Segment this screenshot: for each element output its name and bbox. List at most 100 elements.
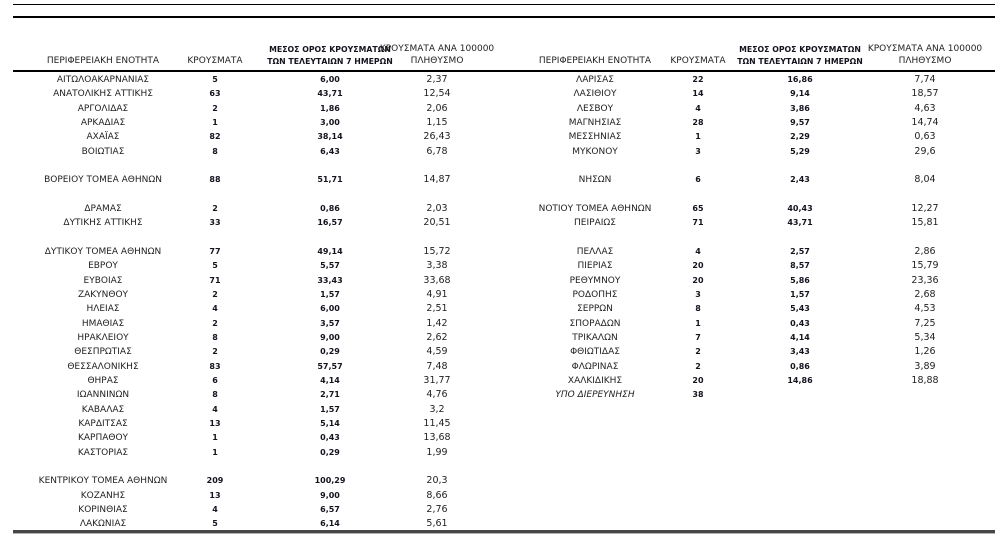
cell-avg7: 5,43 — [790, 304, 810, 314]
cell-region: ΚΕΝΤΡΙΚΟΥ ΤΟΜΕΑ ΑΘΗΝΩΝ — [38, 476, 168, 487]
cell-per100k: 15,72 — [423, 245, 451, 257]
cell-region: ΜΕΣΣΗΝΙΑΣ — [568, 132, 622, 143]
cell-per100k: 7,74 — [914, 74, 936, 85]
cell-avg7: 38,14 — [317, 132, 343, 142]
table-row — [0, 159, 1005, 173]
cell-avg7: 5,57 — [320, 261, 340, 271]
cell-region: ΣΕΡΡΩΝ — [577, 304, 613, 315]
cell-region: ΕΥΒΟΙΑΣ — [83, 275, 123, 286]
cell-avg7: 2,71 — [320, 390, 340, 400]
table-row: ΚΕΝΤΡΙΚΟΥ ΤΟΜΕΑ ΑΘΗΝΩΝ 209 100,29 20,3 — [0, 474, 1005, 488]
cell-region: ΔΥΤΙΚΟΥ ΤΟΜΕΑ ΑΘΗΝΩΝ — [44, 246, 162, 257]
cell-per100k: 3,89 — [914, 360, 936, 372]
cell-cases: 4 — [212, 304, 218, 314]
cell-per100k: 1,99 — [426, 446, 448, 458]
table-row: ΛΑΣΙΘΙΟΥ 14 9,14 18,57 — [0, 87, 1005, 101]
table-row: ΦΘΙΩΤΙΔΑΣ 2 3,43 1,26 — [0, 345, 1005, 359]
cell-region: ΖΑΚΥΝΘΟΥ — [77, 289, 129, 300]
cell-avg7: 33,43 — [317, 275, 343, 285]
cell-per100k: 15,81 — [911, 217, 939, 229]
table-row: ΡΟΔΟΠΗΣ 3 1,57 2,68 — [0, 288, 1005, 302]
cell-per100k: 8,66 — [426, 489, 448, 501]
cell-cases: 5 — [212, 519, 218, 529]
table-row: ΗΛΕΙΑΣ 4 6,00 2,51 — [0, 302, 1005, 316]
cell-per100k: 12,54 — [423, 88, 451, 100]
cell-region: ΗΛΕΙΑΣ — [86, 304, 120, 315]
cell-cases: 71 — [692, 218, 704, 228]
cell-region: ΠΕΙΡΑΙΩΣ — [574, 218, 616, 229]
cell-cases: 38 — [692, 390, 704, 400]
table-row: ΑΡΓΟΛΙΔΑΣ 2 1,86 2,06 — [0, 102, 1005, 116]
table-row: ΠΕΙΡΑΙΩΣ 71 43,71 15,81 — [0, 216, 1005, 230]
table-row: ΣΕΡΡΩΝ 8 5,43 4,53 — [0, 302, 1005, 316]
cell-cases: 22 — [692, 75, 704, 84]
cell-cases: 2 — [212, 347, 218, 357]
cell-region: ΛΑΣΙΘΙΟΥ — [573, 89, 617, 100]
cell-per100k: 5,34 — [914, 331, 936, 343]
cell-avg7: 5,86 — [790, 275, 810, 285]
cell-per100k: 14,87 — [423, 174, 451, 186]
cell-per100k: 2,76 — [426, 503, 448, 515]
cell-cases: 2 — [695, 361, 701, 371]
cell-avg7: 0,86 — [790, 361, 810, 371]
table-row: ΜΥΚΟΝΟΥ 3 5,29 29,6 — [0, 145, 1005, 159]
table-row: ΚΑΒΑΛΑΣ 4 1,57 3,2 — [0, 403, 1005, 417]
cell-avg7: 3,00 — [320, 117, 340, 127]
cell-per100k: 4,63 — [914, 102, 936, 114]
cell-region: ΥΠΟ ΔΙΕΡΕΥΝΗΣΗ — [555, 390, 635, 401]
cell-cases: 1 — [695, 318, 701, 328]
bottom-rule — [13, 530, 995, 534]
cell-cases: 2 — [212, 289, 218, 299]
cell-per100k: 3,38 — [426, 260, 448, 272]
cell-cases: 3 — [695, 289, 701, 299]
cell-region: ΛΑΚΩΝΙΑΣ — [79, 519, 127, 530]
cell-cases: 4 — [212, 504, 218, 514]
header-per100k-left: ΚΡΟΥΣΜΑΤΑ ΑΝΑ 100000 ΠΛΗΘΥΣΜΟ — [380, 44, 494, 67]
table-row: ΜΕΣΣΗΝΙΑΣ 1 2,29 0,63 — [0, 130, 1005, 144]
cell-avg7: 4,14 — [790, 332, 810, 342]
cell-cases: 82 — [209, 132, 221, 142]
cell-cases: 71 — [209, 275, 221, 285]
cell-avg7: 3,57 — [320, 318, 340, 328]
cell-cases: 1 — [212, 447, 218, 457]
cell-avg7: 2,29 — [790, 132, 810, 142]
cell-avg7: 16,86 — [787, 75, 813, 84]
cell-per100k: 2,06 — [426, 102, 448, 114]
cell-per100k: 4,91 — [426, 288, 448, 300]
cell-region: ΡΕΘΥΜΝΟΥ — [569, 275, 621, 286]
cell-region: ΛΕΣΒΟΥ — [576, 103, 614, 114]
cell-cases: 77 — [209, 246, 221, 256]
cell-per100k: 18,57 — [911, 88, 939, 100]
table-row: ΝΟΤΙΟΥ ΤΟΜΕΑ ΑΘΗΝΩΝ 65 40,43 12,27 — [0, 202, 1005, 216]
cell-avg7: 0,29 — [320, 347, 340, 357]
cell-avg7: 6,43 — [320, 146, 340, 156]
cell-cases: 4 — [695, 246, 701, 256]
cell-region: ΒΟΡΕΙΟΥ ΤΟΜΕΑ ΑΘΗΝΩΝ — [44, 175, 162, 186]
cell-region: ΡΟΔΟΠΗΣ — [572, 289, 618, 300]
cell-avg7: 8,57 — [790, 261, 810, 271]
cell-region: ΚΟΡΙΝΘΙΑΣ — [78, 504, 128, 515]
cell-cases: 8 — [212, 332, 218, 342]
cell-per100k: 5,61 — [426, 518, 448, 530]
cell-per100k: 2,62 — [426, 331, 448, 343]
cell-region: ΝΗΣΩΝ — [578, 175, 612, 186]
cell-per100k: 2,51 — [426, 303, 448, 315]
cell-region: ΚΑΡΔΙΤΣΑΣ — [78, 418, 128, 429]
table-row: ΛΕΣΒΟΥ 4 3,86 4,63 — [0, 102, 1005, 116]
cell-cases: 8 — [212, 390, 218, 400]
cell-per100k: 7,25 — [914, 317, 936, 329]
cell-cases: 65 — [692, 203, 704, 213]
cell-per100k: 2,86 — [914, 245, 936, 257]
table-row: ΒΟΡΕΙΟΥ ΤΟΜΕΑ ΑΘΗΝΩΝ 88 51,71 14,87 — [0, 173, 1005, 187]
table-row: ΠΙΕΡΙΑΣ 20 8,57 15,79 — [0, 259, 1005, 273]
cell-region: ΘΕΣΣΑΛΟΝΙΚΗΣ — [67, 361, 139, 372]
table-row: ΑΙΤΩΛΟΑΚΑΡΝΑΝΙΑΣ 5 6,00 2,37 — [0, 73, 1005, 87]
cell-cases: 2 — [212, 318, 218, 328]
table-row: ΙΩΑΝΝΙΝΩΝ 8 2,71 4,76 — [0, 388, 1005, 402]
cell-cases: 28 — [692, 117, 704, 127]
cell-cases: 2 — [212, 203, 218, 213]
cell-region: ΑΧΑΪΑΣ — [86, 132, 120, 143]
cell-avg7: 16,57 — [317, 218, 343, 228]
table-row: ΘΗΡΑΣ 6 4,14 31,77 — [0, 374, 1005, 388]
